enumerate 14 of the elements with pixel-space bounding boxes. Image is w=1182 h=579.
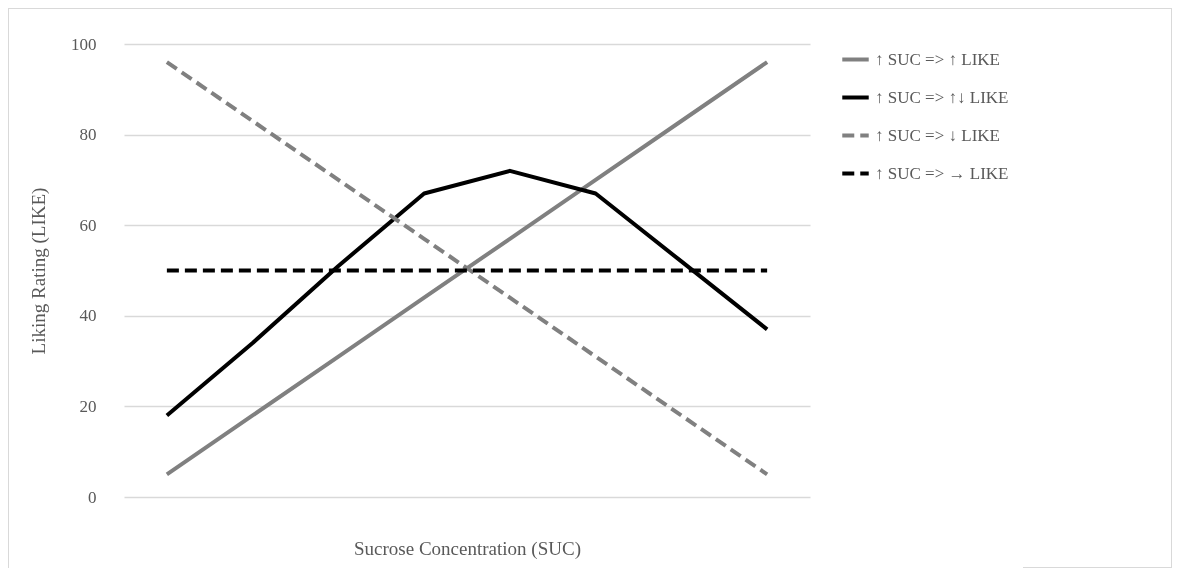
legend-label: ↑ SUC => ↓ LIKE	[875, 125, 1000, 145]
legend-label: ↑ SUC => ↑↓ LIKE	[875, 87, 1009, 107]
y-tick-label: 60	[79, 215, 97, 235]
x-axis-title: Sucrose Concentration (SUC)	[354, 537, 581, 560]
y-tick-label: 80	[79, 125, 97, 145]
legend-label: ↑ SUC => → LIKE	[875, 163, 1009, 183]
line-series	[164, 60, 770, 477]
legend-label: ↑ SUC => ↑ LIKE	[875, 49, 1000, 69]
y-tick-label: 100	[71, 34, 97, 54]
y-tick-label: 40	[79, 306, 97, 326]
y-axis-title: Liking Rating (LIKE)	[28, 187, 50, 355]
line-series	[164, 168, 770, 418]
y-tick-label: 0	[88, 487, 97, 507]
y-tick-label: 20	[79, 396, 97, 416]
